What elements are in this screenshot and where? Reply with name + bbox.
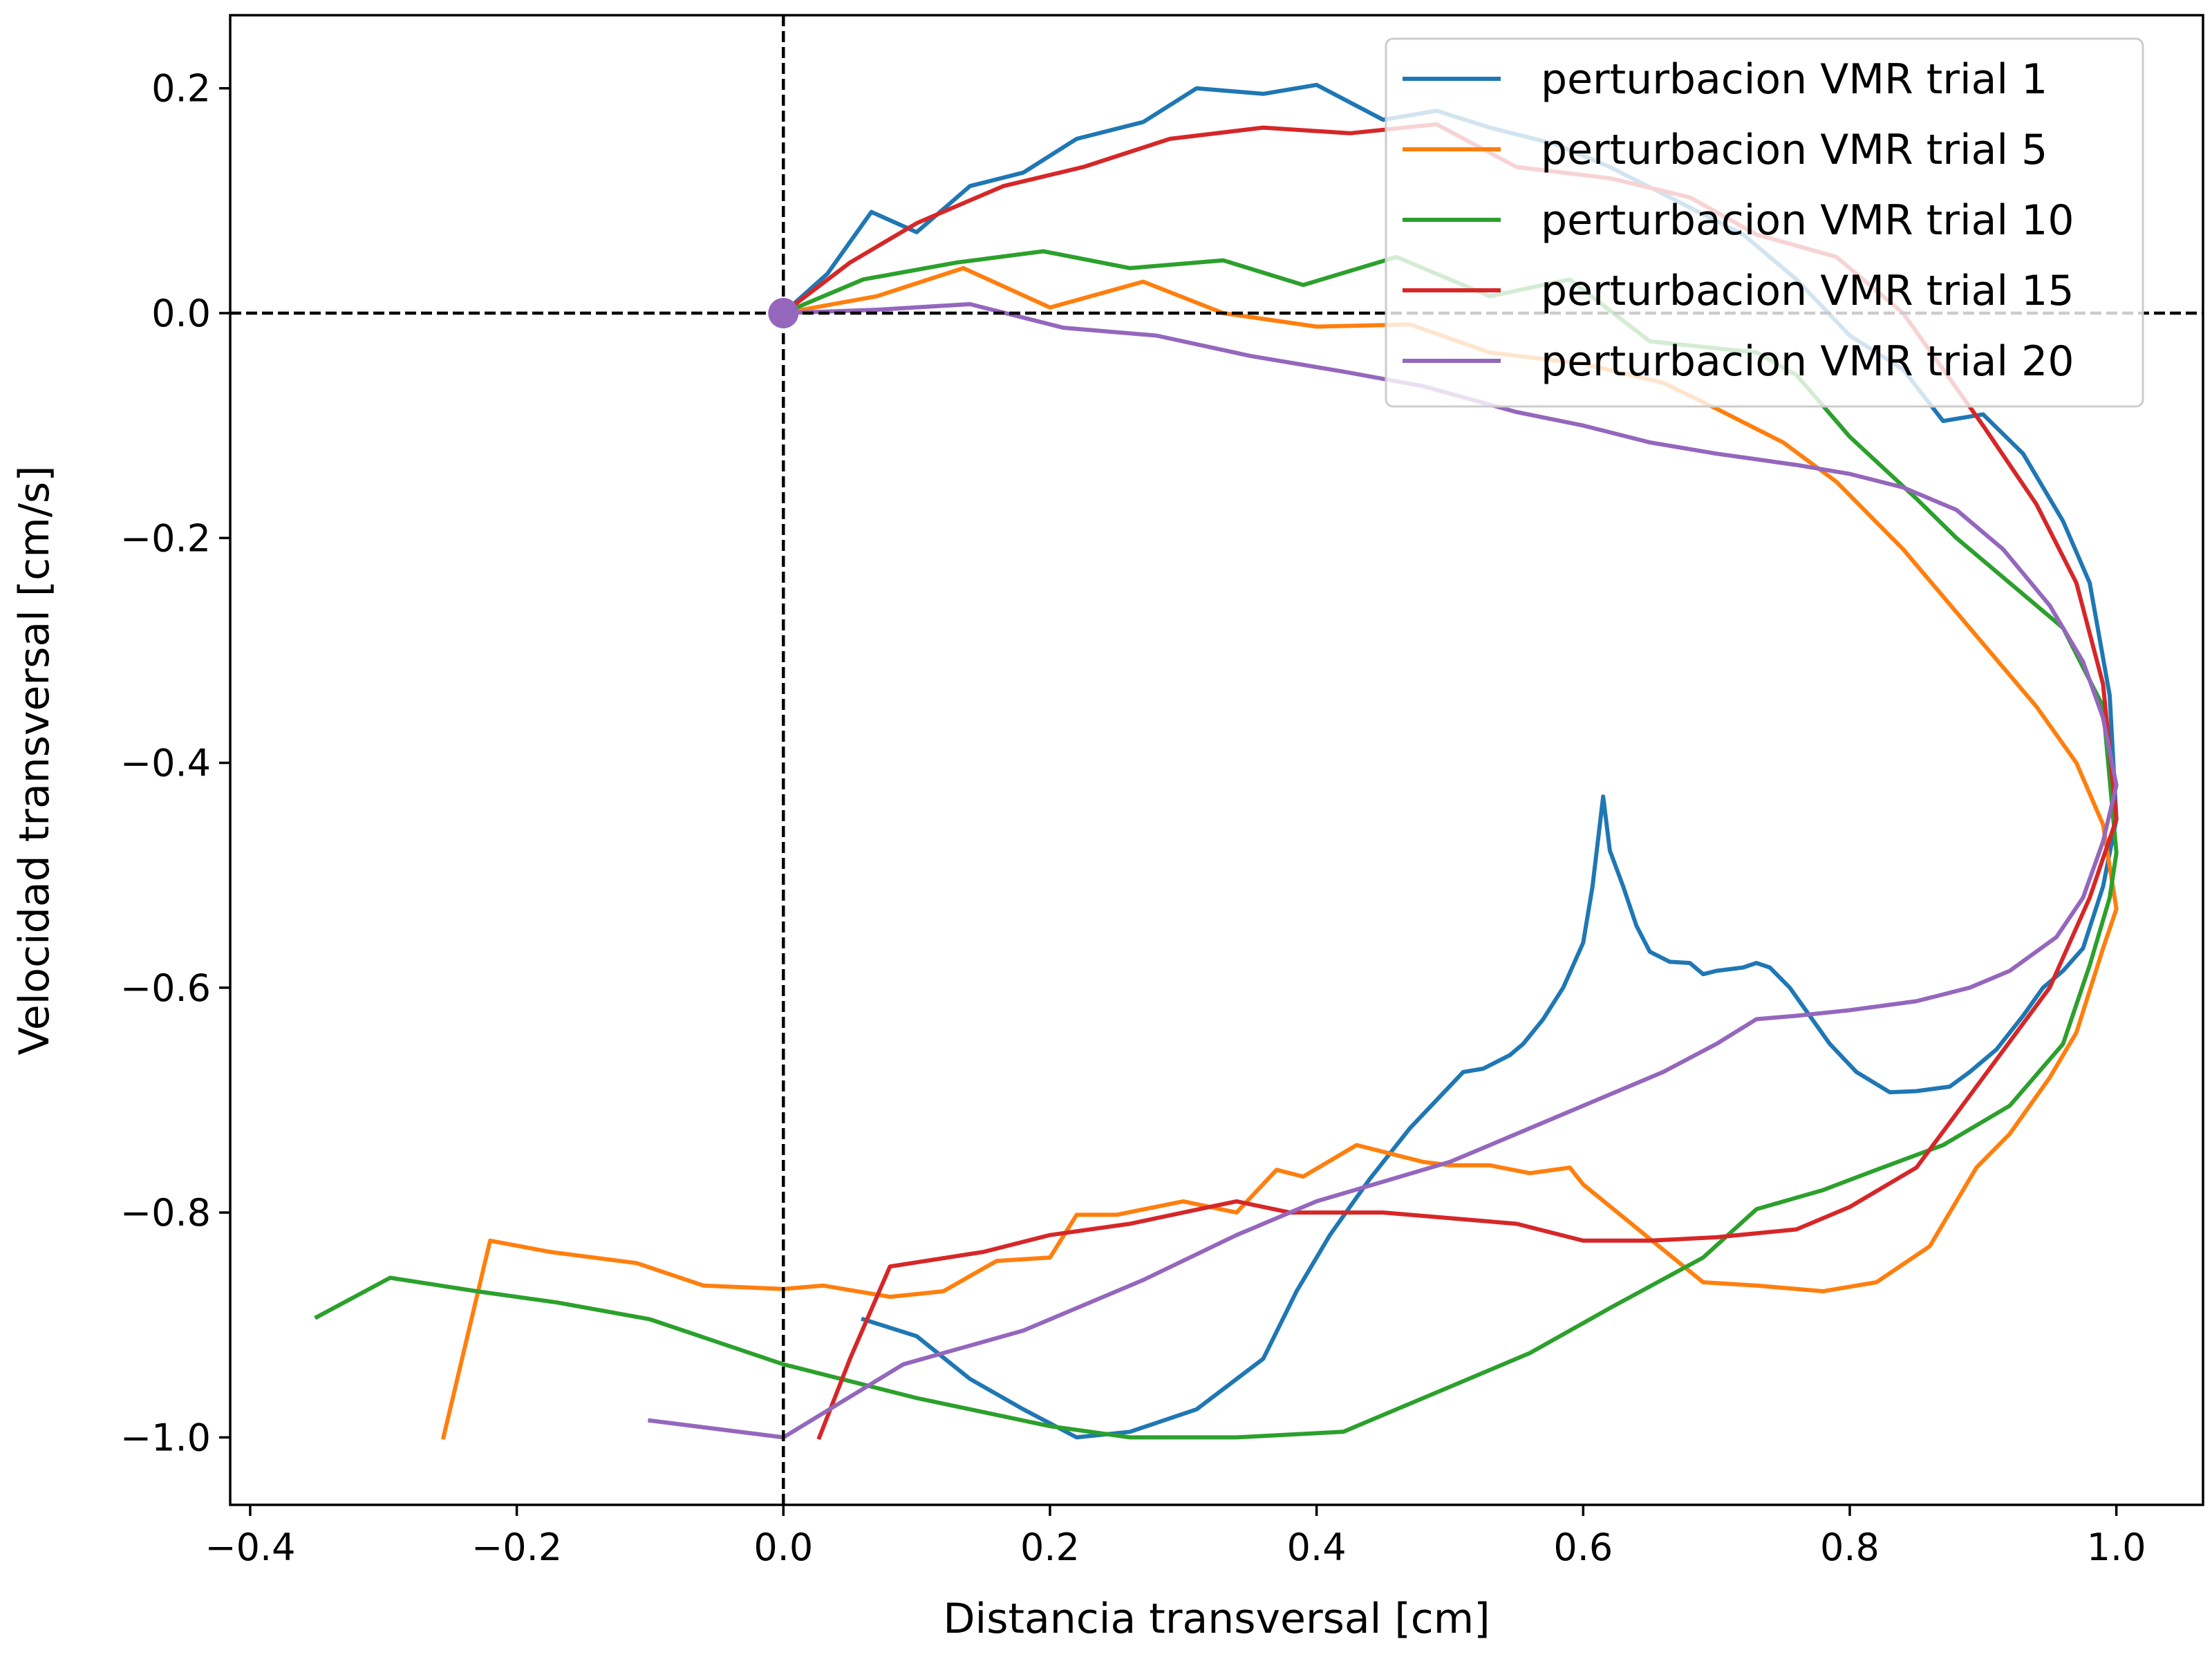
y-tick-label: −0.8: [120, 1191, 211, 1235]
legend-label-1: perturbacion VMR trial 1: [1541, 55, 2047, 104]
legend-label-5: perturbacion VMR trial 20: [1541, 337, 2074, 386]
y-tick-label: −0.4: [120, 742, 211, 785]
legend-box: [1385, 37, 2144, 408]
legend-label-2: perturbacion VMR trial 5: [1541, 126, 2047, 174]
series-line-3: [314, 249, 2119, 1440]
x-tick-label: 0.2: [1020, 1526, 1080, 1569]
x-tick-label: 0.6: [1553, 1526, 1613, 1569]
x-tick-label: −0.2: [471, 1526, 562, 1569]
y-tick-label: −0.6: [120, 966, 211, 1010]
x-tick-label: 1.0: [2087, 1526, 2146, 1569]
origin-marker: [768, 298, 799, 328]
x-tick-label: −0.4: [205, 1526, 295, 1569]
legend-label-4: perturbacion VMR trial 15: [1541, 267, 2074, 315]
y-tick-label: 0.2: [151, 67, 211, 111]
axes-frame: [229, 14, 2204, 1506]
y-tick-label: −1.0: [120, 1416, 211, 1459]
axes: −0.4 −0.2 0.0 0.2 0.4 0.6 0.8 1.0 0.2 0.0 −0.2 −0.4…: [120, 14, 2204, 1569]
legend: perturbacion VMR trial 1 perturbacion VMR…: [1385, 37, 2144, 408]
x-tick-label: 0.0: [753, 1526, 813, 1569]
x-axis-label: Distancia transversal [cm]: [943, 1595, 1490, 1643]
y-tick-label: −0.2: [120, 516, 211, 560]
y-tick-label: 0.0: [151, 292, 211, 335]
x-tick-label: 0.8: [1820, 1526, 1880, 1569]
y-axis-label: Velocidad transversal [cm/s]: [10, 465, 59, 1055]
series-line-4: [780, 122, 2119, 1441]
legend-label-3: perturbacion VMR trial 10: [1541, 196, 2074, 245]
x-tick-label: 0.4: [1287, 1526, 1347, 1569]
